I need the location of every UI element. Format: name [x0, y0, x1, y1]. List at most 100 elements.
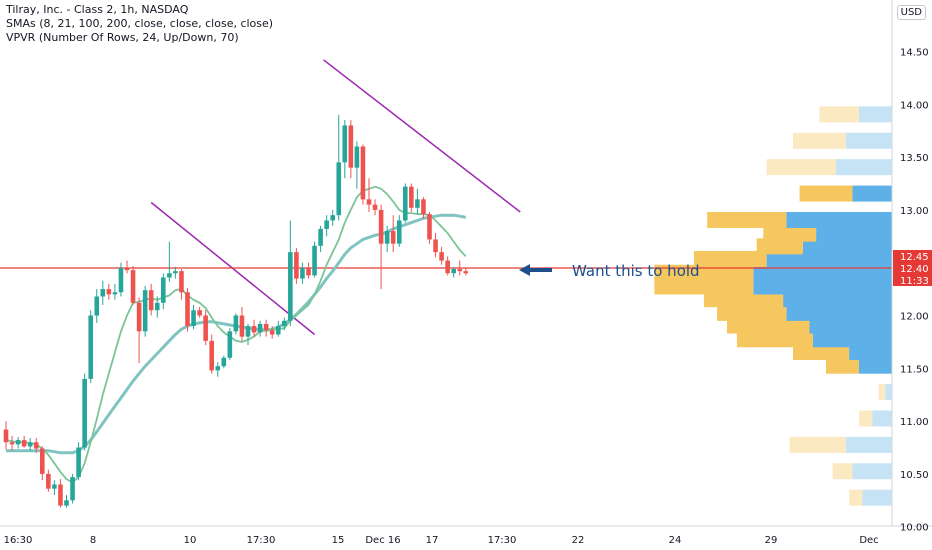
price-tick-6: 11.50: [900, 364, 929, 375]
candle-body: [40, 448, 45, 474]
candle-body: [378, 209, 384, 244]
trendlines: [150, 59, 521, 336]
candle-28: [173, 266, 178, 279]
vp-row-up-12: [753, 264, 892, 281]
candle-3: [21, 435, 27, 448]
vp-row-up-6: [849, 343, 892, 360]
candle-body: [445, 260, 450, 274]
time-tick-5: Dec 16: [365, 535, 400, 546]
candle-body: [27, 442, 33, 447]
candle-24: [148, 283, 154, 316]
candle-64: [390, 215, 396, 253]
price-tick-0: 14.50: [900, 48, 929, 59]
candle-34: [209, 334, 214, 374]
candle-body: [88, 315, 93, 379]
vp-row-down-15: [763, 225, 817, 242]
price-tick-3: 13.00: [900, 206, 929, 217]
candle-body: [46, 473, 51, 489]
candle-body: [403, 186, 408, 221]
candle-13: [82, 373, 87, 451]
vp-row-up-20: [859, 106, 892, 123]
candle-body: [21, 440, 27, 447]
candle-body: [409, 186, 414, 208]
candle-70: [427, 212, 432, 244]
vp-row-up-18: [835, 159, 892, 176]
price-tag-1: 12.40: [900, 264, 929, 275]
price-tag-bg-2: [893, 274, 932, 286]
time-tick-3: 17:30: [247, 535, 276, 546]
trendline-1: [323, 59, 521, 213]
price-tick-7: 11.00: [900, 417, 929, 428]
candle-15: [94, 289, 100, 323]
candle-9: [58, 479, 63, 508]
vp-row-up-1: [852, 463, 892, 480]
candle-60: [366, 178, 372, 213]
candle-body: [58, 484, 63, 506]
candle-body: [312, 245, 317, 276]
candle-59: [360, 144, 366, 205]
candle-body: [203, 315, 208, 341]
vp-row-down-0: [849, 489, 863, 506]
candle-76: [463, 267, 469, 276]
currency-button[interactable]: USD: [896, 5, 926, 20]
candle-10: [64, 495, 69, 508]
symbol-title[interactable]: Tilray, Inc. - Class 2, 1h, NASDAQ: [6, 3, 189, 16]
sma-indicator-label[interactable]: SMAs (8, 21, 100, 200, close, close, clo…: [6, 17, 274, 30]
time-axis[interactable]: 16:30 8 10 17:30 15 Dec 16 17 17:30 22 24 29 Dec: [4, 535, 879, 546]
candle-body: [148, 290, 154, 311]
candle-body: [197, 310, 202, 316]
candle-71: [433, 233, 438, 258]
candle-body: [451, 269, 456, 274]
candle-22: [136, 297, 142, 364]
vp-row-up-8: [809, 317, 892, 334]
candle-65: [396, 215, 402, 247]
candle-body: [130, 270, 136, 303]
candle-body: [324, 220, 329, 229]
time-tick-7: 17:30: [488, 535, 517, 546]
time-tick-1: 8: [90, 535, 96, 546]
candle-body: [106, 289, 112, 295]
candle-48: [294, 247, 299, 284]
candle-body: [179, 271, 184, 293]
candle-40: [245, 323, 251, 346]
candle-52: [318, 225, 323, 253]
vp-row-down-13: [694, 251, 767, 268]
vp-row-down-18: [766, 159, 836, 176]
candle-29: [179, 269, 184, 300]
candle-body: [94, 296, 100, 316]
candle-body: [191, 310, 196, 327]
vp-row-down-10: [703, 291, 784, 308]
candle-body: [185, 292, 190, 327]
price-tick-5: 12.00: [900, 312, 929, 323]
candle-body: [215, 366, 221, 371]
candle-body: [263, 323, 269, 331]
candle-body: [257, 323, 263, 333]
candle-50: [306, 262, 311, 279]
candle-32: [197, 307, 202, 318]
price-axis[interactable]: 14.5014.0013.5013.0012.5012.0011.5011.00…: [900, 48, 929, 534]
vp-row-up-15: [816, 225, 892, 242]
candle-5: [33, 437, 39, 453]
vp-row-down-11: [654, 278, 754, 295]
candle-body: [112, 292, 118, 295]
candle-body: [282, 320, 287, 327]
vpvr-indicator-label[interactable]: VPVR (Number Of Rows, 24, Up/Down, 70): [6, 31, 239, 44]
candle-1: [9, 435, 15, 451]
candle-body: [433, 239, 438, 253]
candle-body: [209, 340, 214, 371]
candle-body: [288, 252, 293, 321]
candle-body: [294, 252, 299, 279]
vp-row-down-7: [736, 331, 813, 348]
candle-body: [396, 220, 402, 244]
chart-legend: Tilray, Inc. - Class 2, 1h, NASDAQ SMAs …: [6, 3, 273, 45]
candle-62: [378, 204, 384, 290]
candle-body: [76, 447, 81, 478]
candle-37: [227, 328, 233, 360]
candle-58: [354, 141, 360, 189]
candle-25: [154, 296, 160, 318]
candle-54: [330, 209, 335, 226]
vp-row-down-1: [832, 463, 853, 480]
candle-75: [457, 260, 463, 276]
candle-body: [142, 290, 148, 332]
